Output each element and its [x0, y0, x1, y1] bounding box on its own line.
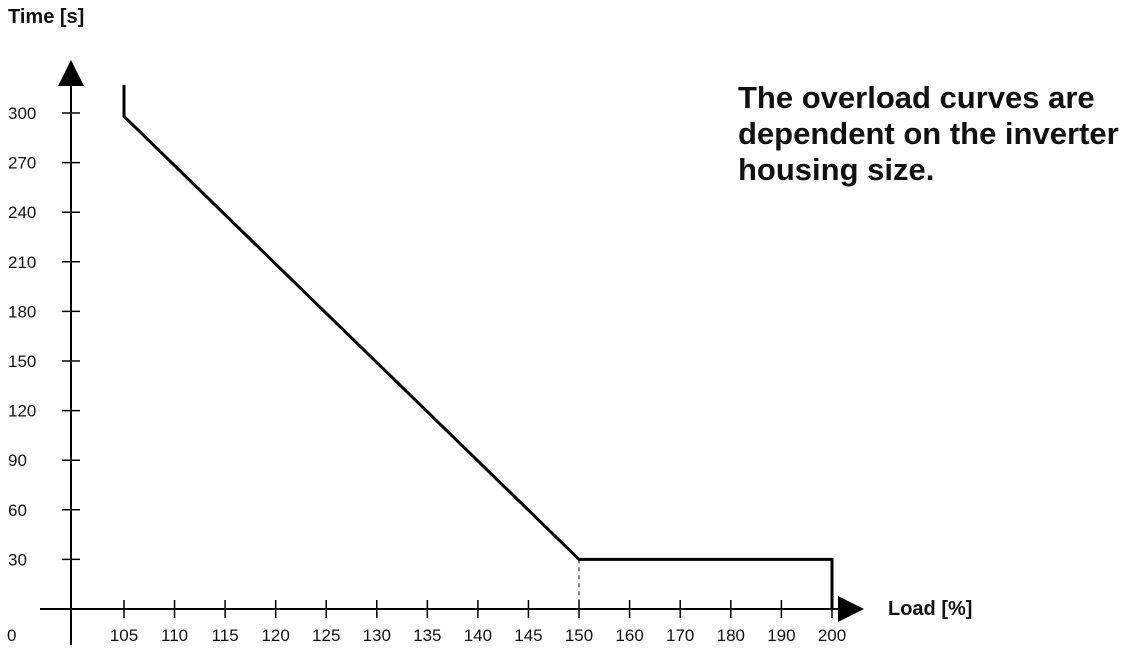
y-tick-label: 60 — [8, 501, 27, 520]
x-tick-label: 180 — [717, 626, 745, 645]
y-tick-label: 240 — [8, 203, 36, 222]
y-tick-label: 210 — [8, 253, 36, 272]
x-tick-label: 125 — [312, 626, 340, 645]
y-tick-label: 90 — [8, 451, 27, 470]
x-tick-label: 105 — [110, 626, 138, 645]
x-tick-label: 140 — [464, 626, 492, 645]
y-tick-label: 120 — [8, 402, 36, 421]
y-tick-label: 180 — [8, 302, 36, 321]
x-tick-label: 135 — [413, 626, 441, 645]
x-tick-label: 120 — [261, 626, 289, 645]
x-tick-label: 150 — [565, 626, 593, 645]
y-axis-arrow — [58, 60, 84, 86]
x-tick-label: 170 — [666, 626, 694, 645]
x-tick-label: 145 — [514, 626, 542, 645]
overload-curve-line — [122, 84, 834, 609]
y-tick-label: 270 — [8, 154, 36, 173]
y-tick-label: 30 — [8, 550, 27, 569]
x-tick-label: 115 — [212, 626, 239, 645]
annotation-text: The overload curves are dependent on the… — [738, 80, 1119, 187]
x-tick-label: 110 — [161, 626, 188, 645]
y-tick-label: 300 — [8, 104, 36, 123]
x-tick-label: 130 — [363, 626, 391, 645]
y-axis-title: Time [s] — [8, 6, 84, 28]
x-tick-label: 190 — [767, 626, 795, 645]
x-axis-title: Load [%] — [888, 598, 972, 620]
x-axis-arrow — [838, 596, 864, 622]
y-tick-label: 150 — [8, 352, 36, 371]
x-tick-label: 200 — [818, 626, 846, 645]
x-tick-label: 0 — [7, 626, 16, 645]
x-tick-label: 160 — [615, 626, 643, 645]
